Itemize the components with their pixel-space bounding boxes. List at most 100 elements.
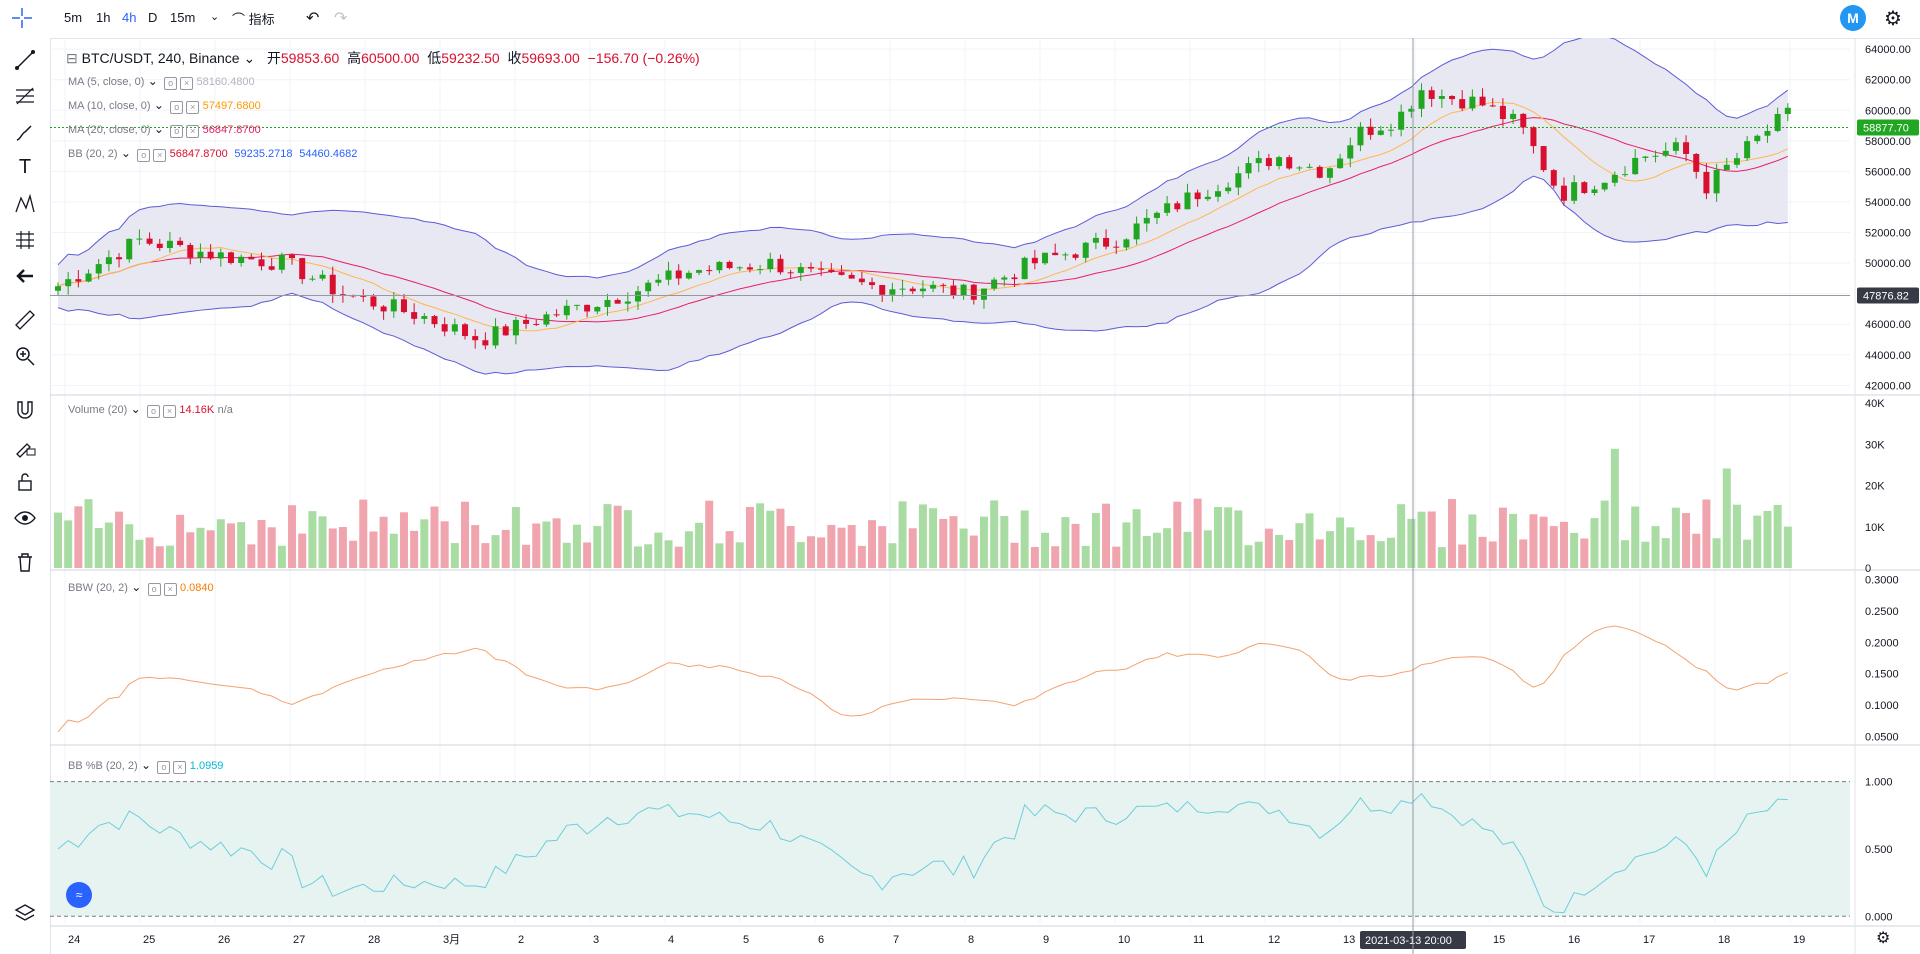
volume-bar bbox=[1264, 528, 1273, 568]
lock-drawing-icon[interactable] bbox=[13, 434, 37, 458]
eye-icon[interactable] bbox=[13, 506, 37, 530]
volume-bar bbox=[1051, 546, 1060, 568]
settings-gear-icon[interactable]: ⚙ bbox=[1884, 8, 1902, 30]
ma10-settings-icon[interactable]: o bbox=[170, 101, 184, 114]
volume-bar bbox=[939, 519, 948, 568]
time-axis: 24 25 26 27 28 3月 2 3 4 5 6 7 8 9 10 11 12 13 15 16 17 18 19 20… bbox=[68, 931, 1805, 949]
volume-bar bbox=[471, 525, 480, 568]
chart-canvas[interactable]: 64000.00 62000.00 60000.00 58000.00 56000.00… bbox=[50, 38, 1920, 954]
candle-body bbox=[268, 266, 275, 270]
bbw-settings-icon[interactable]: o bbox=[147, 583, 161, 596]
bbpb-remove-icon[interactable]: × bbox=[173, 761, 187, 774]
bbpb-label[interactable]: BB %B (20, 2) bbox=[68, 760, 138, 772]
price-axis: 64000.00 62000.00 60000.00 58000.00 56000.00… bbox=[1857, 44, 1919, 923]
volume-bar bbox=[786, 526, 795, 568]
crosshair-logo-icon[interactable] bbox=[12, 8, 32, 28]
volume-label[interactable]: Volume (20) bbox=[68, 404, 128, 416]
unlock-icon[interactable] bbox=[13, 470, 37, 494]
bb-remove-icon[interactable]: × bbox=[153, 149, 167, 162]
candle-body bbox=[390, 299, 397, 312]
volume-bar bbox=[929, 508, 938, 568]
magnet-icon[interactable] bbox=[13, 398, 37, 422]
volume-bar bbox=[1498, 507, 1507, 568]
ma20-remove-icon[interactable]: × bbox=[186, 125, 200, 138]
volume-bar bbox=[522, 544, 531, 568]
timeframe-d[interactable]: D bbox=[148, 10, 158, 25]
trash-icon[interactable] bbox=[13, 550, 37, 574]
candle-body bbox=[400, 299, 407, 313]
bbw-label[interactable]: BBW (20, 2) bbox=[68, 582, 128, 594]
volume-bar bbox=[145, 537, 154, 568]
volume-bar bbox=[634, 546, 642, 568]
candle-body bbox=[1784, 107, 1791, 114]
ma10-remove-icon[interactable]: × bbox=[186, 101, 200, 114]
volume-bar bbox=[613, 505, 622, 568]
redo-icon[interactable]: ↷ bbox=[334, 10, 348, 27]
symbol-name[interactable]: BTC/USDT, 240, Binance bbox=[81, 50, 240, 66]
volume-bar bbox=[349, 540, 358, 568]
volume-bar bbox=[1366, 535, 1375, 568]
volume-bar bbox=[1488, 541, 1497, 568]
replay-logo-icon[interactable]: ≈ bbox=[66, 882, 92, 908]
undo-icon[interactable]: ↶ bbox=[306, 10, 320, 27]
ma5-settings-icon[interactable]: o bbox=[164, 77, 178, 90]
volume-bar bbox=[1102, 503, 1111, 568]
volume-value-2: n/a bbox=[217, 404, 233, 416]
bb-label[interactable]: BB (20, 2) bbox=[68, 148, 118, 160]
ma20-label[interactable]: MA (20, close, 0) bbox=[68, 124, 151, 136]
timeframe-15m[interactable]: 15m bbox=[170, 10, 196, 25]
fib-icon[interactable] bbox=[13, 84, 37, 108]
volume-bar bbox=[969, 535, 978, 568]
volume-bar bbox=[196, 527, 205, 568]
volume-bar bbox=[1142, 536, 1151, 568]
last-price-tag bbox=[1857, 119, 1919, 136]
volume-bar bbox=[1631, 506, 1640, 568]
ma5-label[interactable]: MA (5, close, 0) bbox=[68, 76, 145, 88]
candle-body bbox=[675, 270, 682, 279]
zoom-icon[interactable] bbox=[13, 344, 37, 368]
bb-value-2: 59235.2718 bbox=[234, 148, 293, 160]
time-tick-label: 27 bbox=[293, 934, 305, 946]
bb-settings-icon[interactable]: o bbox=[137, 149, 151, 162]
timeframe-4h[interactable]: 4h bbox=[122, 10, 137, 25]
ma20-settings-icon[interactable]: o bbox=[170, 125, 184, 138]
candle-body bbox=[940, 284, 947, 286]
volume-bar bbox=[1061, 517, 1070, 568]
app-logo-icon[interactable]: M bbox=[1840, 5, 1866, 31]
brush-icon[interactable] bbox=[13, 120, 37, 144]
back-arrow-icon[interactable] bbox=[13, 264, 37, 288]
forecast-icon[interactable] bbox=[13, 228, 37, 252]
candle-body bbox=[1550, 170, 1557, 186]
pattern-icon[interactable] bbox=[13, 192, 37, 216]
text-icon[interactable]: T bbox=[18, 156, 32, 178]
layers-icon[interactable] bbox=[13, 902, 37, 926]
volume-bar bbox=[766, 510, 775, 568]
ruler-icon[interactable] bbox=[13, 308, 37, 332]
bbpb-tick-label: 0.000 bbox=[1865, 911, 1893, 923]
volume-bar bbox=[410, 530, 419, 568]
volume-bar bbox=[837, 527, 846, 568]
collapse-icon[interactable]: ⊟ bbox=[66, 50, 78, 66]
bbw-tick-label: 0.1500 bbox=[1865, 669, 1899, 681]
candle-body bbox=[909, 288, 916, 292]
ma10-label[interactable]: MA (10, close, 0) bbox=[68, 100, 151, 112]
candle-body bbox=[1255, 158, 1262, 164]
ma5-remove-icon[interactable]: × bbox=[180, 77, 194, 90]
bbpb-settings-icon[interactable]: o bbox=[157, 761, 171, 774]
chart-settings-gear-icon[interactable]: ⚙ bbox=[1876, 930, 1891, 947]
timeframe-dropdown-chevron-icon[interactable]: ⌄ bbox=[210, 11, 220, 23]
bbpb-line bbox=[57, 792, 1788, 914]
candle-body bbox=[1418, 90, 1425, 109]
price-tick-label: 56000.00 bbox=[1865, 166, 1911, 178]
symbol-chevron-icon[interactable]: ⌄ bbox=[239, 50, 256, 66]
candle-body bbox=[716, 261, 723, 271]
indicators-button[interactable]: ⌒ 指标 bbox=[232, 9, 275, 28]
trend-line-icon[interactable] bbox=[13, 48, 37, 72]
timeframe-5m[interactable]: 5m bbox=[64, 10, 83, 25]
volume-remove-icon[interactable]: × bbox=[163, 405, 177, 418]
volume-bar bbox=[1712, 538, 1721, 568]
volume-bar bbox=[1692, 533, 1701, 568]
bbw-remove-icon[interactable]: × bbox=[163, 583, 177, 596]
timeframe-1h[interactable]: 1h bbox=[96, 10, 111, 25]
volume-settings-icon[interactable]: o bbox=[147, 405, 161, 418]
